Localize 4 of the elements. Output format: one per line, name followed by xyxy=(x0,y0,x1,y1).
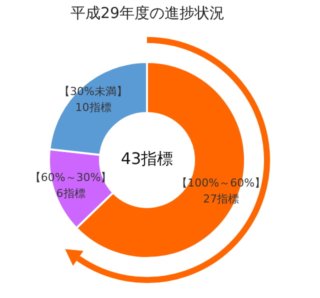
chart-title: 平成29年度の進捗状況 xyxy=(69,4,226,23)
text: 43指標 xyxy=(120,149,174,168)
data-label: 6指標 xyxy=(56,186,86,200)
data-label: 10指標 xyxy=(75,100,112,114)
